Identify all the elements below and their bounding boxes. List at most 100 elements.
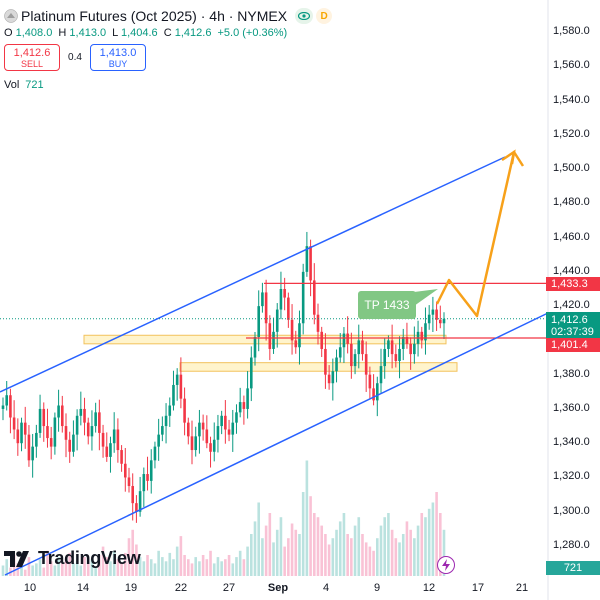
candle-body (357, 340, 361, 355)
price-tick-label: 1,320.0 (553, 470, 590, 483)
candle-body (294, 340, 298, 348)
candle-body (398, 348, 401, 361)
last-price: 1,412.6 (551, 314, 588, 326)
volume-bar (246, 546, 249, 576)
sell-button[interactable]: 1,412.6 SELL (4, 44, 60, 71)
volume-bar (109, 561, 112, 576)
close-value: 1,412.6 (174, 27, 212, 39)
candle-body (9, 395, 12, 418)
chart-legend: Platinum Futures (Oct 2025) · 4h · NYMEX… (0, 0, 548, 100)
volume-bar (64, 559, 68, 576)
volume-bar (413, 538, 416, 576)
volume-bar (305, 460, 309, 576)
candle-body (320, 331, 324, 349)
symbol-title-row[interactable]: Platinum Futures (Oct 2025) · 4h · NYMEX… (4, 8, 333, 24)
candle-body (172, 384, 175, 406)
volume-price-tag: 721 (546, 561, 600, 575)
volume-bar (435, 492, 438, 576)
volume-bar (5, 559, 9, 576)
volume-bar (427, 508, 431, 576)
volume-bar (23, 569, 27, 576)
candle-body (216, 426, 220, 440)
price-tick-label: 1,360.0 (553, 401, 590, 414)
candle-body (372, 388, 375, 401)
price-tick-label: 1,420.0 (553, 299, 590, 312)
volume-bar (390, 529, 394, 576)
candle-body (186, 422, 190, 437)
candle-body (5, 395, 9, 406)
candle-body (198, 422, 201, 437)
volume-bar (283, 546, 286, 576)
volume-bar (301, 492, 305, 576)
volume-bar (190, 563, 194, 576)
volume-bar (372, 550, 375, 576)
spread-value: 0.4 (68, 52, 82, 63)
buy-button[interactable]: 1,413.0 BUY (90, 44, 146, 71)
take-profit-label[interactable]: TP 1433 (358, 291, 416, 319)
candle-body (442, 318, 446, 324)
candle-body (194, 436, 198, 451)
candle-body (27, 434, 31, 461)
volume-bar (324, 534, 327, 576)
candle-body (116, 429, 120, 451)
candle-body (83, 408, 86, 423)
candle-body (149, 460, 153, 481)
volume-bar (123, 552, 127, 576)
volume-bar (261, 538, 264, 576)
candle-body (420, 331, 424, 341)
candle-body (338, 347, 342, 358)
volume-bar (409, 529, 412, 576)
volume-bar (335, 529, 338, 576)
candle-body (394, 354, 398, 361)
volume-bar (346, 534, 349, 576)
volume-legend[interactable]: Vol 721 (4, 79, 44, 91)
candle-body (390, 340, 394, 355)
volume-bar (86, 563, 90, 576)
candle-body (298, 323, 301, 348)
change-value: +5.0 (+0.36%) (217, 27, 288, 39)
volume-bar (57, 557, 60, 576)
volume-bar (387, 513, 390, 576)
volume-bar (75, 561, 79, 576)
candle-body (375, 383, 379, 401)
volume-bar (212, 563, 216, 576)
tradingview-logo[interactable]: TradingView (4, 548, 141, 569)
lightning-icon[interactable] (437, 556, 455, 574)
volume-bar (405, 521, 409, 576)
volume-bar (287, 538, 290, 576)
eye-icon[interactable] (295, 8, 314, 24)
candle-body (305, 246, 309, 272)
candle-body (46, 426, 49, 439)
candle-body (438, 319, 442, 324)
volume-bar (309, 496, 312, 576)
candle-body (301, 271, 305, 324)
volume-bar (368, 546, 372, 576)
candle-body (109, 443, 112, 457)
candle-body (105, 446, 109, 457)
price-tick-label: 1,580.0 (553, 25, 590, 37)
volume-bar (442, 529, 446, 576)
delayed-data-badge[interactable]: D (316, 8, 333, 24)
candle-body (205, 429, 209, 444)
volume-bar (316, 517, 320, 576)
volume-bar (149, 559, 153, 576)
time-tick-label: 22 (174, 582, 188, 594)
time-tick-label: 10 (23, 582, 37, 594)
candle-body (220, 415, 223, 427)
volume-bar (235, 557, 238, 576)
candle-body (405, 336, 409, 344)
candle-body (79, 408, 83, 416)
candle-body (346, 333, 349, 344)
price-tick-label: 1,480.0 (553, 196, 590, 209)
volume-bar (350, 538, 353, 576)
platinum-symbol-icon (4, 9, 18, 23)
candle-body (157, 434, 160, 447)
volume-bar (205, 559, 209, 576)
candle-body (120, 450, 123, 464)
volume-bar (312, 513, 316, 576)
bar-countdown: 02:37:39 (551, 326, 594, 338)
buy-price: 1,413.0 (99, 46, 137, 59)
time-tick-label: Sep (267, 582, 289, 594)
volume-bar (35, 563, 38, 576)
